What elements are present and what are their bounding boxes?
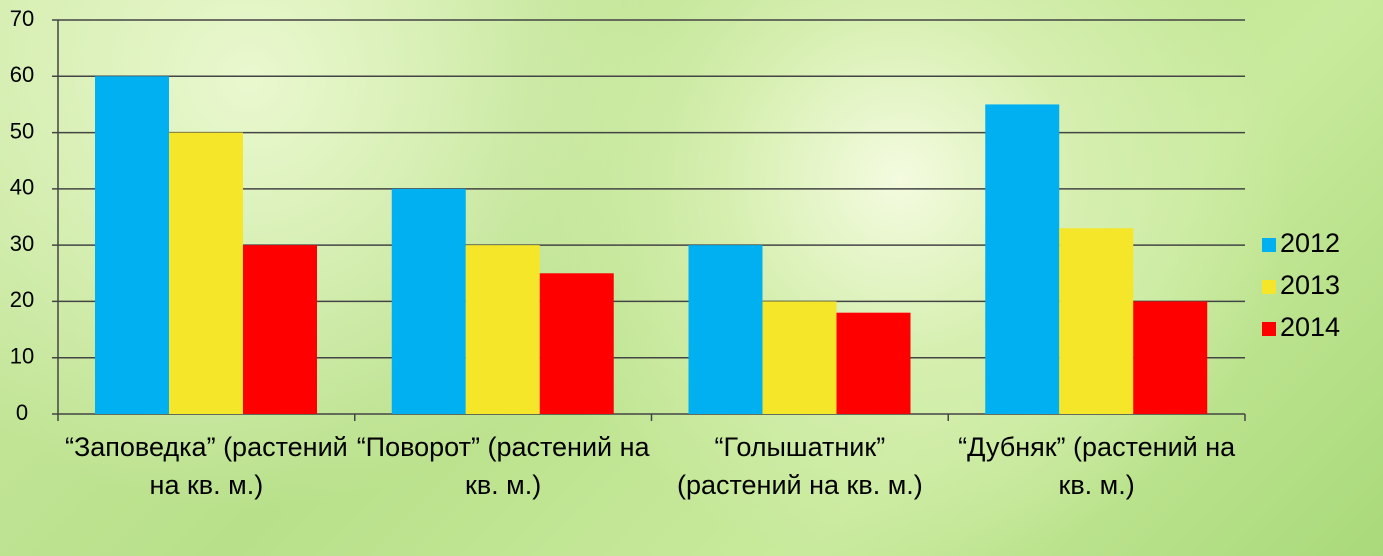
bar [540,273,614,414]
x-tick-label: “Поворот” (растений на кв. м.) [353,428,653,504]
legend-swatch [1262,238,1276,252]
bar [837,313,911,414]
y-tick-label: 70 [10,6,34,31]
legend-swatch [1262,322,1276,336]
y-tick-label: 10 [10,344,34,369]
bar [466,245,540,414]
legend-label: 2012 [1280,228,1340,258]
bar [1059,228,1133,414]
bar [243,245,317,414]
x-tick-label: “Дубняк” (растений на кв. м.) [947,428,1247,504]
y-tick-label: 50 [10,118,34,143]
legend-label: 2014 [1280,312,1340,342]
y-tick-label: 30 [10,231,34,256]
bar [763,301,837,414]
bar [392,189,466,414]
bar [169,133,243,414]
y-tick-label: 40 [10,175,34,200]
legend-swatch [1262,280,1276,294]
x-tick-label: “Голышатник” (растений на кв. м.) [650,428,950,504]
y-tick-label: 60 [10,62,34,87]
bar [689,245,763,414]
legend-label: 2013 [1280,270,1340,300]
bar [95,76,169,414]
bar [1133,301,1207,414]
bar [985,104,1059,414]
y-tick-label: 20 [10,287,34,312]
y-tick-label: 0 [16,400,28,425]
x-tick-label: “Заповедка” (растений на кв. м.) [56,428,356,504]
page: 0 10 20 30 40 50 60 70 2012 2013 2014 “Заповедка” … [0,0,1383,556]
